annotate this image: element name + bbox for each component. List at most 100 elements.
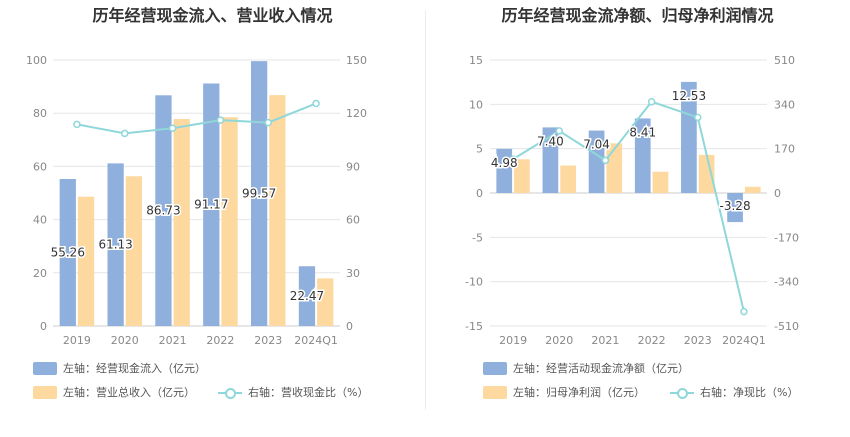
legend-item-bar-primary[interactable]: 左轴：经营现金流入（亿元）: [33, 360, 206, 376]
bar-secondary: [221, 117, 238, 326]
bar-secondary: [125, 176, 143, 326]
y-right-tick-label: 0: [346, 320, 353, 333]
legend-swatch-blue: [33, 361, 57, 375]
x-tick-label: 2020: [545, 334, 573, 347]
bar-value-label: 7.04: [583, 138, 610, 152]
y-right-tick-label: 510: [774, 54, 795, 67]
y-left-tick-label: 20: [33, 267, 47, 280]
y-left-tick-label: -10: [465, 276, 483, 289]
chart-title: 历年经营现金流入、营业收入情况: [92, 6, 333, 25]
bar-primary: [634, 118, 651, 193]
legend-item-bar-primary[interactable]: 左轴：经营活动现金流净额（亿元）: [483, 360, 689, 376]
legend-item-line[interactable]: 右轴：净现比（%）: [670, 384, 798, 400]
y-left-tick-label: -5: [472, 231, 483, 244]
bar-secondary: [514, 159, 530, 193]
y-left-tick-label: 0: [476, 187, 483, 200]
ratio-point: [555, 127, 563, 135]
y-left-tick-label: 0: [40, 320, 47, 333]
x-tick-label: 2023: [684, 334, 712, 347]
bar-primary: [203, 83, 220, 327]
ratio-point: [216, 116, 225, 124]
bar-value-label: 7.40: [537, 134, 564, 148]
legend-item-line[interactable]: 右轴：营收现金比（%）: [218, 384, 368, 400]
y-left-tick-label: 60: [33, 160, 47, 173]
bar-value-label: 55.26: [51, 246, 85, 260]
y-right-tick-label: 170: [774, 143, 795, 156]
chart-title: 历年经营现金流净额、归母净利润情况: [501, 6, 774, 25]
bar-primary: [155, 95, 172, 326]
bar-primary: [727, 193, 743, 223]
ratio-point: [121, 129, 129, 138]
legend-item-bar-secondary[interactable]: 左轴：归母净利润（亿元）: [483, 384, 645, 400]
y-right-tick-label: 60: [346, 214, 360, 227]
bar-primary: [681, 81, 697, 193]
bar-value-label: 86.73: [146, 204, 180, 218]
legend-swatch-blue: [483, 361, 507, 375]
x-tick-label: 2023: [254, 334, 282, 347]
bar-secondary: [173, 119, 190, 326]
bar-secondary: [560, 165, 576, 193]
bar-primary: [298, 266, 316, 326]
chart-panel-cash-inflow: 历年经营现金流入、营业收入情况 0 20 40 60 80 100 0 30 60 90 120 15…: [26, 6, 368, 400]
ratio-point: [312, 99, 320, 108]
y-left-tick-label: -15: [465, 320, 483, 333]
bar-value-label: 99.57: [242, 187, 276, 201]
y-right-tick-label: -510: [774, 320, 799, 333]
legend-swatch-orange: [483, 385, 507, 399]
legend-label: 左轴：营业总收入（亿元）: [63, 386, 195, 399]
chart-plot-area: 0 20 40 60 80 100 0 30 60 90 120 150 2019 2020 2021 202…: [26, 54, 367, 347]
ratio-point: [601, 156, 610, 165]
ratio-line: [76, 102, 317, 135]
bar-secondary: [77, 196, 95, 326]
bar-value-label: 12.53: [672, 89, 706, 103]
y-left-tick-label: 15: [469, 54, 483, 67]
legend-label: 左轴：经营活动现金流净额（亿元）: [513, 362, 689, 375]
y-left-tick-label: 100: [26, 54, 47, 67]
legend-label: 右轴：净现比（%）: [700, 386, 799, 399]
bar-value-label: 91.17: [194, 198, 228, 212]
bar-value-label: 4.98: [491, 156, 518, 170]
ratio-point: [264, 118, 272, 127]
y-right-tick-label: 0: [774, 187, 781, 200]
ratio-point: [509, 155, 517, 163]
legend-label: 右轴：营收现金比（%）: [248, 386, 369, 399]
bar-secondary: [698, 154, 715, 193]
chart-plot-area: -15-10-5051015-510-340-17001703405102019…: [465, 54, 799, 347]
y-right-tick-label: 150: [346, 54, 367, 67]
legend-item-bar-secondary[interactable]: 左轴：营业总收入（亿元）: [33, 384, 195, 400]
bar-primary: [496, 148, 513, 193]
y-left-tick-label: 40: [33, 214, 47, 227]
y-right-tick-label: 30: [346, 267, 360, 280]
x-tick-label: 2021: [591, 334, 619, 347]
bar-value-label: 22.47: [290, 289, 324, 303]
ratio-point: [694, 113, 702, 122]
x-tick-label: 2024Q1: [722, 334, 766, 347]
bar-secondary: [744, 186, 761, 193]
bar-value-label: 61.13: [98, 238, 132, 252]
ratio-point: [647, 97, 656, 106]
y-left-tick-label: 5: [476, 143, 483, 156]
x-tick-label: 2022: [206, 334, 234, 347]
x-tick-label: 2021: [159, 334, 187, 347]
x-tick-label: 2019: [499, 334, 527, 347]
x-tick-label: 2022: [638, 334, 666, 347]
y-right-tick-label: 120: [346, 107, 367, 120]
bar-value-label: 8.41: [629, 125, 656, 139]
panel-divider: [425, 10, 426, 410]
ratio-line: [512, 100, 745, 312]
ratio-point: [168, 124, 177, 133]
y-right-tick-label: 90: [346, 160, 360, 173]
legend-swatch-line: [218, 386, 242, 399]
bar-value-label: -3.28: [720, 199, 751, 213]
bar-primary: [250, 61, 268, 326]
x-tick-label: 2020: [111, 334, 139, 347]
bar-primary: [59, 179, 76, 326]
bar-primary: [542, 127, 559, 193]
y-right-tick-label: -170: [774, 231, 799, 244]
bar-secondary: [317, 278, 334, 326]
bar-secondary: [269, 95, 286, 326]
y-right-tick-label: -340: [774, 276, 799, 289]
chart-panel-net-cash-flow: 历年经营现金流净额、归母净利润情况 -15 -10 -5 0 5 10 15 -510 -340…: [425, 0, 850, 437]
x-tick-label: 2019: [63, 334, 91, 347]
y-right-tick-label: 340: [774, 98, 795, 111]
